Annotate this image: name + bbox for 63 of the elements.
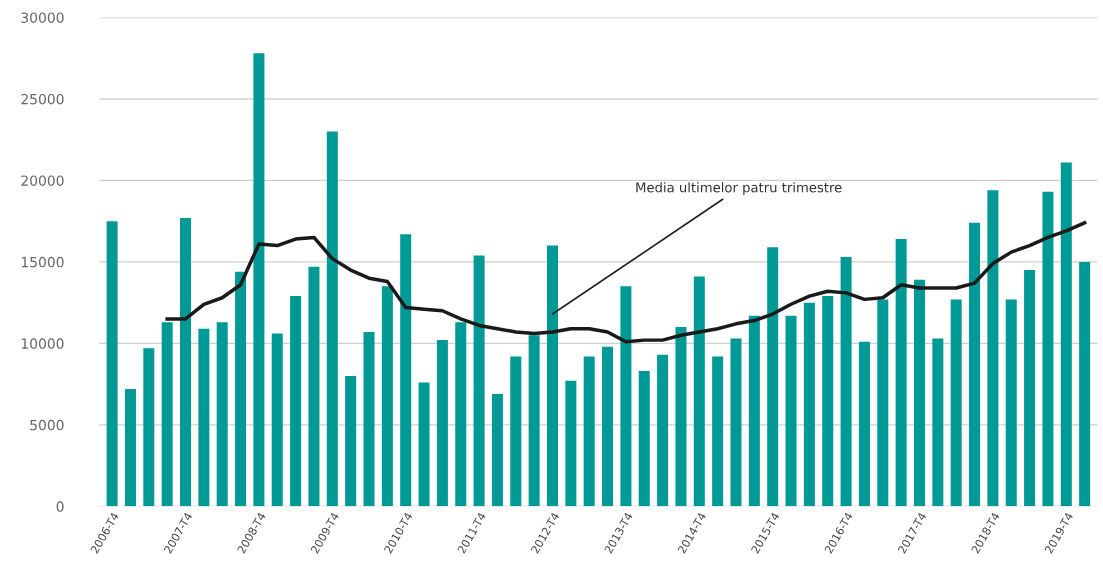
bar <box>840 257 852 507</box>
bar <box>161 322 173 507</box>
bar <box>455 322 467 507</box>
bar <box>969 222 981 507</box>
bar <box>143 348 155 507</box>
bar <box>271 333 283 507</box>
bar <box>583 356 595 507</box>
bar <box>620 286 632 507</box>
y-tick-label: 10000 <box>21 338 64 349</box>
bar <box>1060 162 1072 507</box>
bar <box>822 296 834 507</box>
bar <box>877 299 889 507</box>
bar <box>381 286 393 507</box>
bar <box>216 322 228 507</box>
bar <box>1005 299 1017 507</box>
bar <box>326 131 338 507</box>
bar <box>345 375 357 507</box>
bar <box>565 380 577 507</box>
bar <box>803 302 815 507</box>
bar <box>547 245 559 507</box>
bar <box>932 338 944 507</box>
bar <box>638 371 650 507</box>
bar <box>491 393 503 507</box>
bar <box>308 266 320 507</box>
annotation: Media ultimelor patru trimestre <box>636 182 842 195</box>
bar <box>473 255 485 507</box>
bar <box>290 296 302 507</box>
line-series <box>165 221 1087 344</box>
bar <box>400 234 412 507</box>
bar <box>180 217 192 507</box>
bar <box>748 315 760 507</box>
y-tick-label: 30000 <box>21 12 64 23</box>
bar <box>675 327 687 507</box>
bar <box>363 331 375 507</box>
bar <box>253 53 265 507</box>
bar <box>1079 261 1091 507</box>
bar <box>858 341 870 507</box>
bar <box>198 328 210 507</box>
bar <box>730 338 742 507</box>
bar <box>528 335 540 507</box>
y-tick-label: 5000 <box>30 419 64 431</box>
bar <box>1042 191 1054 507</box>
bar <box>712 356 724 507</box>
y-tick-label: 25000 <box>21 93 64 105</box>
bar <box>785 315 797 507</box>
bar <box>693 276 705 507</box>
bar <box>895 239 907 507</box>
bar <box>1024 270 1036 507</box>
y-tick-label: 15000 <box>21 256 64 268</box>
bar <box>602 346 614 507</box>
y-tick-label: 0 <box>56 501 64 512</box>
y-tick-label: 20000 <box>21 175 64 186</box>
bar <box>124 389 136 507</box>
bar <box>418 382 430 507</box>
bar <box>950 299 962 507</box>
bar <box>510 356 522 507</box>
bar <box>913 279 925 507</box>
bar <box>657 354 669 507</box>
bar <box>987 190 999 507</box>
bar <box>235 271 247 507</box>
bar <box>767 247 779 507</box>
bar <box>436 340 448 507</box>
bar <box>106 221 118 507</box>
